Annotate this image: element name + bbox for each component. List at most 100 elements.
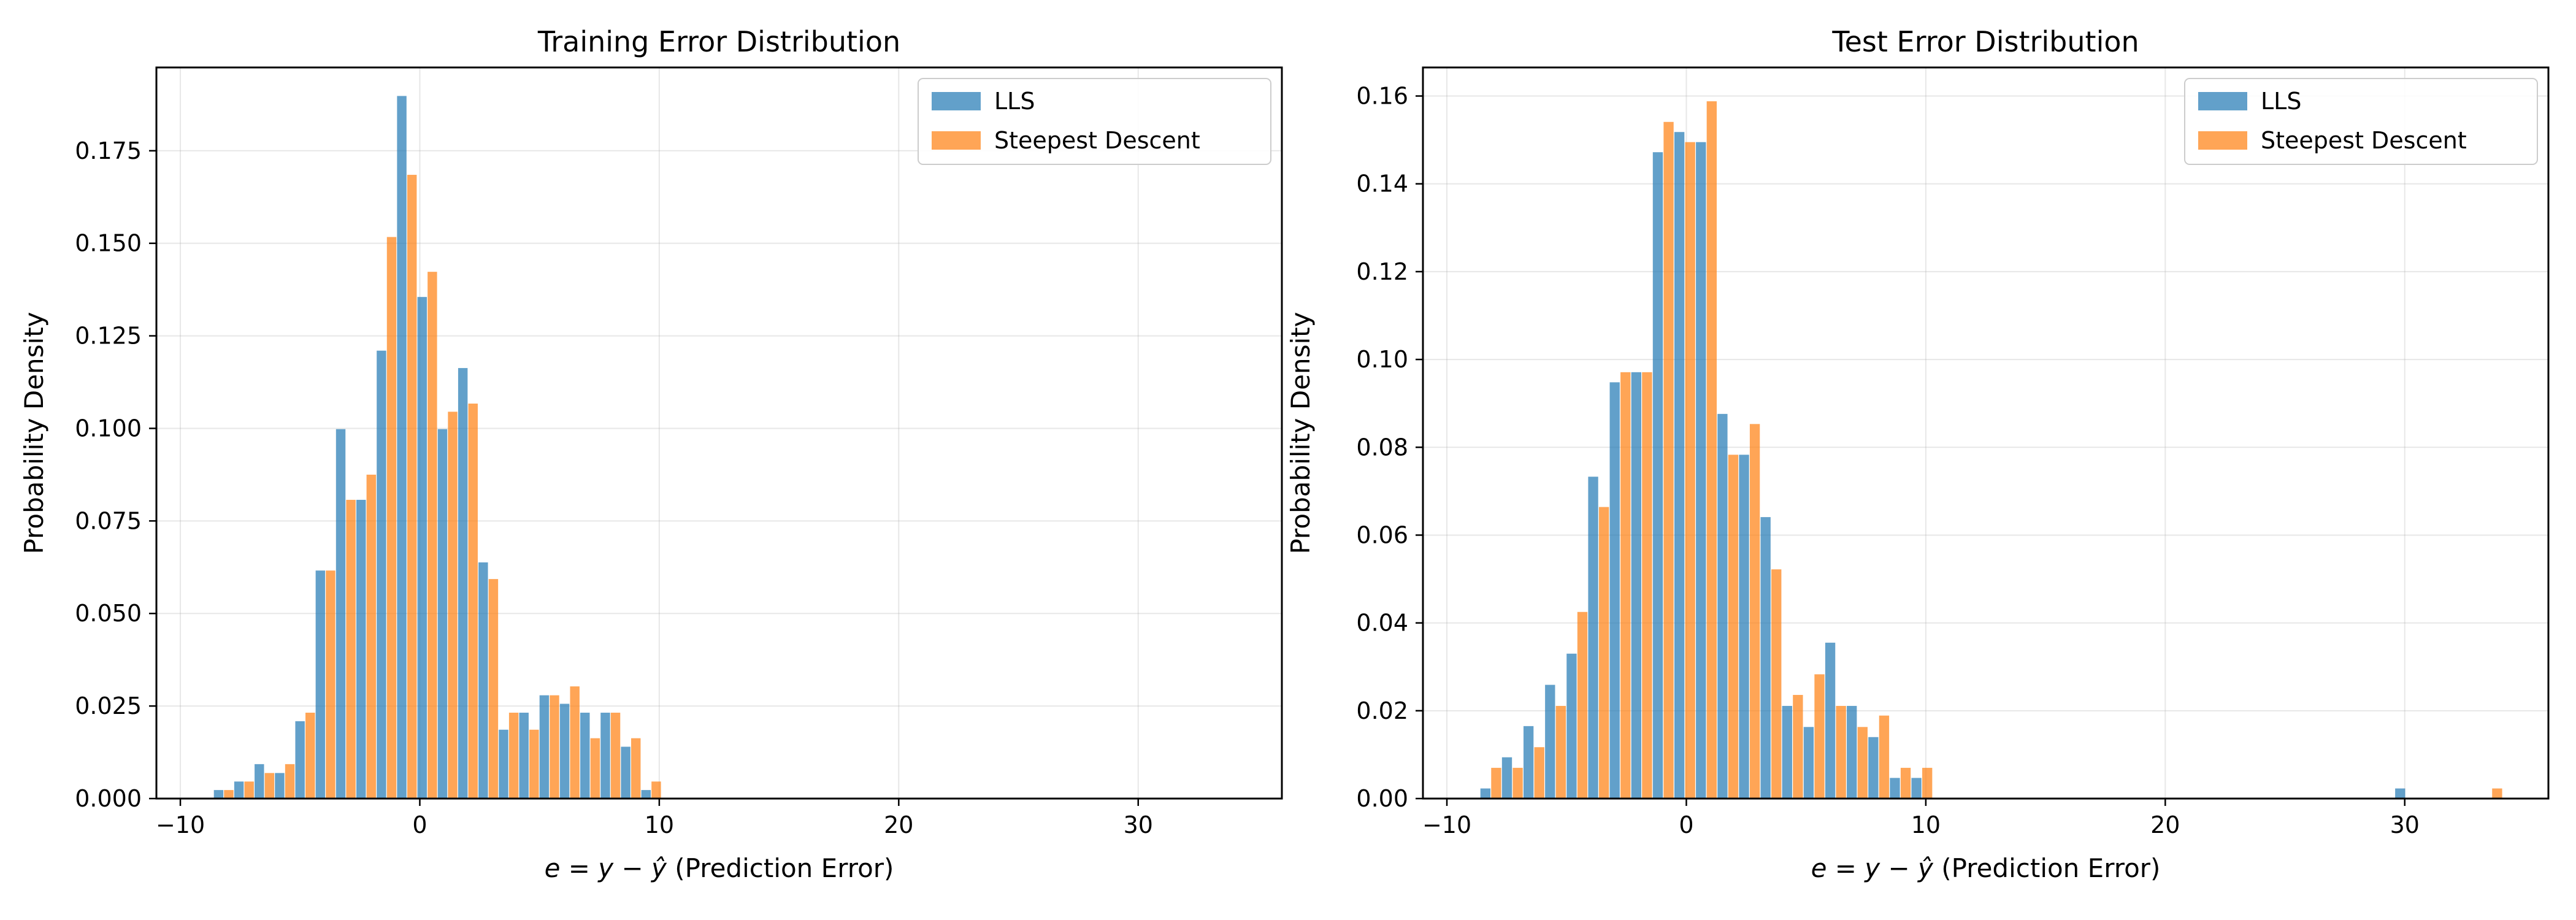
bar-lls [499, 729, 508, 799]
y-tick-label: 0.025 [75, 692, 142, 719]
x-axis-label: e = y − ŷ (Prediction Error) [545, 853, 894, 883]
x-tick-label: 10 [1911, 811, 1941, 838]
bar-steepest-descent [1749, 424, 1760, 799]
bar-steepest-descent [1857, 727, 1868, 799]
bar-steepest-descent [1793, 695, 1803, 799]
x-tick-label: −10 [1422, 811, 1471, 838]
bar-steepest-descent [590, 738, 600, 799]
bar-steepest-descent [264, 773, 275, 799]
y-tick-label: 0.000 [75, 785, 142, 812]
bar-steepest-descent [1577, 611, 1588, 799]
chart-title: Test Error Distribution [1831, 25, 2139, 58]
bar-steepest-descent [1555, 705, 1566, 799]
test-error-panel: −10 0 10 20 30 0.00 0.02 0.04 0.06 0.08 0.10 0.12 0.… [1286, 25, 2550, 883]
y-tick-label: 0.100 [75, 415, 142, 442]
bar-steepest-descent [386, 237, 397, 799]
y-tick-label: 0.10 [1356, 346, 1408, 373]
bar-lls [1631, 372, 1642, 799]
bar-steepest-descent [468, 404, 478, 799]
bar-steepest-descent [1900, 767, 1911, 799]
bar-lls [1480, 788, 1491, 799]
bar-steepest-descent [1598, 507, 1609, 799]
bar-lls [458, 368, 468, 799]
bar-lls [1652, 152, 1663, 799]
legend-swatch-steepest-descent [2198, 131, 2247, 150]
x-tick-label: 10 [645, 811, 674, 838]
bar-lls [437, 429, 448, 799]
bar-lls [315, 570, 326, 799]
bar-lls [2395, 788, 2405, 799]
legend: LLS Steepest Descent [2184, 78, 2538, 165]
y-tick-label: 0.04 [1356, 610, 1408, 637]
legend-swatch-lls [2198, 92, 2247, 110]
bar-lls [1674, 132, 1685, 799]
bar-steepest-descent [326, 570, 335, 799]
bar-lls [356, 499, 366, 799]
legend-box [2184, 78, 2538, 165]
bar-lls [1545, 684, 1555, 799]
x-tick-label: 0 [1679, 811, 1693, 838]
bar-steepest-descent [631, 738, 641, 799]
bar-steepest-descent [1879, 715, 1890, 799]
bar-steepest-descent [488, 579, 499, 799]
y-tick-label: 0.06 [1356, 521, 1408, 548]
x-axis-label-math: e = y − ŷ [545, 853, 667, 883]
bar-lls [1847, 705, 1857, 799]
axes-frame [155, 66, 1283, 800]
bar-lls [1588, 477, 1598, 799]
bar-lls [600, 712, 610, 799]
bar-steepest-descent [1836, 705, 1846, 799]
legend-label-steepest-descent: Steepest Descent [994, 127, 1200, 154]
bar-steepest-descent [224, 790, 234, 799]
bar-steepest-descent [366, 474, 377, 799]
bar-lls [1803, 727, 1814, 799]
bar-lls [641, 790, 651, 799]
y-tick-label: 0.050 [75, 600, 142, 627]
y-tick-label: 0.075 [75, 507, 142, 534]
bar-lls [1717, 413, 1728, 799]
bar-steepest-descent [407, 175, 417, 799]
x-tick-label: 30 [1124, 811, 1153, 838]
bar-lls [1825, 642, 1836, 799]
bar-lls [1523, 726, 1534, 799]
bar-lls [255, 764, 264, 799]
bar-lls [1739, 454, 1749, 799]
legend-swatch-steepest-descent [932, 131, 981, 150]
bar-steepest-descent [285, 764, 295, 799]
bar-lls [621, 746, 631, 799]
bar-steepest-descent [2492, 788, 2502, 799]
x-axis-label-suffix: (Prediction Error) [667, 853, 894, 883]
x-axis-label-suffix: (Prediction Error) [1933, 853, 2161, 883]
bar-steepest-descent [651, 781, 661, 799]
bar-lls [519, 712, 529, 799]
x-tick-label: 0 [412, 811, 427, 838]
y-tick-label: 0.12 [1356, 258, 1408, 285]
legend-label-lls: LLS [994, 88, 1035, 115]
y-tick-label: 0.150 [75, 230, 142, 257]
bar-lls [1760, 517, 1771, 799]
y-tick-label: 0.02 [1356, 697, 1408, 724]
bar-steepest-descent [1728, 454, 1739, 799]
bar-lls [335, 429, 346, 799]
legend: LLS Steepest Descent [918, 78, 1271, 165]
axes-frame [1422, 66, 2550, 800]
bar-steepest-descent [1706, 101, 1717, 799]
bar-lls [1609, 382, 1620, 799]
bar-steepest-descent [570, 686, 580, 799]
y-tick-label: 0.00 [1356, 785, 1408, 812]
bar-steepest-descent [448, 412, 458, 799]
x-axis-label-math: e = y − ŷ [1811, 853, 1934, 883]
bar-lls [275, 773, 285, 799]
bar-steepest-descent [305, 712, 315, 799]
legend-swatch-lls [932, 92, 981, 110]
bar-lls [1566, 653, 1577, 799]
bar-steepest-descent [1663, 121, 1674, 799]
bar-steepest-descent [1814, 674, 1825, 799]
bar-lls [559, 703, 570, 799]
legend-label-steepest-descent: Steepest Descent [2261, 127, 2467, 154]
bar-lls [580, 712, 590, 799]
legend-box [918, 78, 1271, 165]
bar-steepest-descent [346, 499, 356, 799]
bar-lls [213, 790, 224, 799]
bar-steepest-descent [1642, 372, 1652, 799]
